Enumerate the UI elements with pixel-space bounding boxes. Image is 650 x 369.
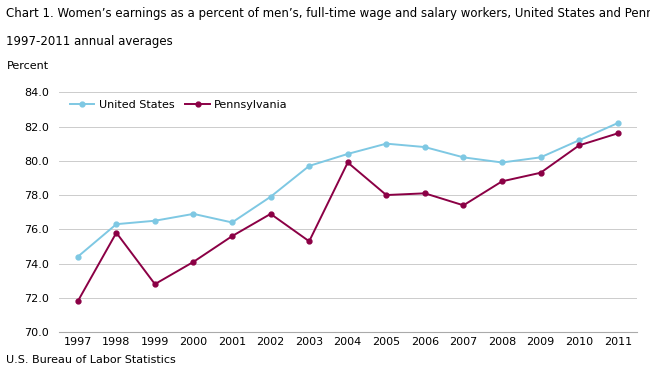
- United States: [575, 138, 583, 142]
- United States: [74, 255, 82, 259]
- United States: [460, 155, 467, 159]
- Pennsylvania: [460, 203, 467, 207]
- United States: [498, 160, 506, 165]
- United States: [151, 218, 159, 223]
- United States: [421, 145, 429, 149]
- Pennsylvania: [151, 282, 159, 286]
- Pennsylvania: [306, 239, 313, 244]
- United States: [344, 152, 352, 156]
- Pennsylvania: [421, 191, 429, 196]
- United States: [266, 194, 274, 199]
- Pennsylvania: [228, 234, 236, 238]
- Text: U.S. Bureau of Labor Statistics: U.S. Bureau of Labor Statistics: [6, 355, 176, 365]
- Line: Pennsylvania: Pennsylvania: [75, 131, 620, 304]
- Pennsylvania: [344, 160, 352, 165]
- Pennsylvania: [575, 143, 583, 148]
- Pennsylvania: [74, 299, 82, 303]
- Text: Percent: Percent: [6, 61, 49, 71]
- Pennsylvania: [614, 131, 621, 135]
- Text: 1997-2011 annual averages: 1997-2011 annual averages: [6, 35, 174, 48]
- Pennsylvania: [537, 170, 545, 175]
- United States: [112, 222, 120, 227]
- Pennsylvania: [498, 179, 506, 183]
- United States: [382, 141, 390, 146]
- United States: [306, 164, 313, 168]
- Text: Chart 1. Women’s earnings as a percent of men’s, full-time wage and salary worke: Chart 1. Women’s earnings as a percent o…: [6, 7, 650, 20]
- Line: United States: United States: [75, 121, 620, 259]
- Pennsylvania: [266, 212, 274, 216]
- Pennsylvania: [190, 260, 198, 264]
- Pennsylvania: [112, 231, 120, 235]
- United States: [537, 155, 545, 159]
- United States: [190, 212, 198, 216]
- Pennsylvania: [382, 193, 390, 197]
- United States: [614, 121, 621, 125]
- United States: [228, 220, 236, 225]
- Legend: United States, Pennsylvania: United States, Pennsylvania: [70, 100, 288, 110]
